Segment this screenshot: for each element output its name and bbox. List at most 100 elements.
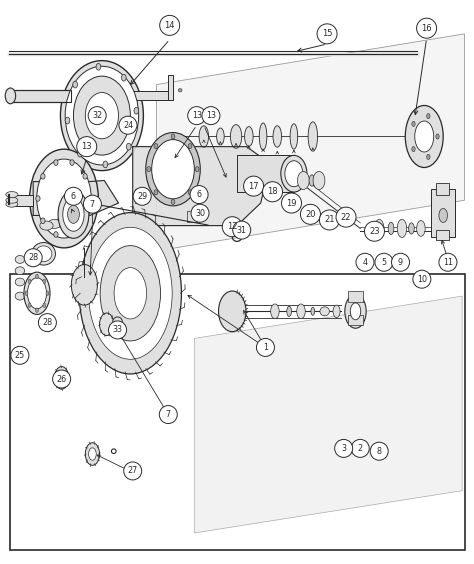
Ellipse shape: [333, 305, 340, 318]
Circle shape: [83, 195, 101, 213]
Ellipse shape: [171, 134, 175, 139]
Ellipse shape: [96, 63, 101, 70]
Text: 10: 10: [417, 275, 427, 284]
Circle shape: [301, 204, 320, 224]
Bar: [135, 189, 139, 203]
Circle shape: [64, 187, 82, 205]
Ellipse shape: [15, 255, 25, 263]
Ellipse shape: [46, 291, 49, 296]
Ellipse shape: [259, 123, 267, 150]
Text: 31: 31: [237, 226, 247, 235]
Bar: [9, 195, 33, 206]
Ellipse shape: [43, 279, 46, 284]
Polygon shape: [156, 34, 465, 251]
Text: 14: 14: [164, 21, 175, 30]
Ellipse shape: [285, 161, 303, 187]
Text: 28: 28: [42, 318, 53, 327]
Ellipse shape: [83, 218, 87, 223]
Ellipse shape: [89, 448, 96, 460]
Ellipse shape: [308, 122, 318, 151]
Circle shape: [202, 107, 220, 125]
Circle shape: [365, 221, 384, 241]
Ellipse shape: [427, 113, 430, 118]
Ellipse shape: [15, 278, 25, 286]
Ellipse shape: [412, 121, 415, 126]
Circle shape: [375, 253, 393, 271]
Ellipse shape: [146, 133, 200, 206]
Ellipse shape: [65, 66, 138, 165]
Circle shape: [24, 249, 42, 267]
Circle shape: [88, 107, 106, 125]
Circle shape: [263, 182, 283, 202]
Ellipse shape: [5, 88, 16, 104]
Text: 7: 7: [166, 410, 171, 419]
Text: 21: 21: [324, 215, 335, 224]
Text: 12: 12: [227, 222, 237, 231]
Ellipse shape: [245, 127, 253, 147]
Ellipse shape: [427, 155, 430, 160]
Ellipse shape: [35, 246, 52, 262]
Ellipse shape: [152, 140, 194, 199]
Bar: [436, 183, 449, 195]
Text: 23: 23: [369, 227, 380, 236]
Ellipse shape: [89, 227, 172, 359]
Ellipse shape: [188, 143, 192, 148]
Ellipse shape: [32, 243, 55, 265]
Ellipse shape: [217, 128, 224, 145]
Ellipse shape: [70, 160, 74, 165]
Ellipse shape: [41, 218, 45, 223]
Ellipse shape: [320, 307, 329, 316]
Text: 6: 6: [197, 190, 201, 199]
Text: 18: 18: [267, 187, 278, 196]
Ellipse shape: [79, 213, 182, 374]
Text: 8: 8: [377, 447, 382, 456]
Bar: [436, 230, 449, 240]
Text: 20: 20: [305, 210, 316, 219]
Ellipse shape: [171, 200, 175, 205]
Ellipse shape: [113, 317, 122, 326]
Text: 3: 3: [341, 444, 346, 453]
Text: 24: 24: [123, 121, 133, 130]
Ellipse shape: [24, 272, 50, 315]
Text: 19: 19: [286, 199, 297, 208]
Circle shape: [160, 15, 180, 36]
Circle shape: [244, 176, 264, 196]
Circle shape: [392, 253, 410, 271]
Ellipse shape: [415, 121, 434, 152]
Text: 27: 27: [128, 466, 138, 475]
Ellipse shape: [54, 160, 58, 165]
Bar: [187, 211, 199, 222]
Ellipse shape: [121, 74, 126, 81]
Ellipse shape: [71, 265, 97, 305]
Ellipse shape: [154, 143, 158, 148]
Ellipse shape: [374, 219, 384, 237]
Ellipse shape: [43, 303, 46, 307]
Circle shape: [233, 221, 251, 239]
Text: 13: 13: [191, 111, 202, 120]
Bar: [9, 90, 71, 102]
Ellipse shape: [78, 150, 82, 157]
Text: 11: 11: [443, 258, 453, 267]
Ellipse shape: [6, 197, 18, 203]
Ellipse shape: [6, 192, 18, 197]
Ellipse shape: [58, 190, 89, 239]
Polygon shape: [33, 180, 118, 215]
Circle shape: [77, 136, 97, 157]
Text: 16: 16: [421, 24, 432, 33]
Ellipse shape: [409, 223, 414, 234]
Ellipse shape: [85, 443, 100, 465]
Ellipse shape: [73, 76, 130, 155]
Circle shape: [124, 462, 142, 480]
Bar: [10, 274, 465, 550]
Ellipse shape: [195, 167, 199, 172]
Ellipse shape: [114, 268, 146, 319]
Ellipse shape: [103, 161, 108, 168]
Bar: [168, 75, 173, 100]
Ellipse shape: [25, 291, 28, 296]
Ellipse shape: [127, 143, 131, 150]
Ellipse shape: [147, 167, 151, 172]
Text: 30: 30: [195, 209, 205, 218]
Circle shape: [282, 193, 301, 213]
Circle shape: [191, 204, 209, 222]
Text: 13: 13: [206, 111, 216, 120]
